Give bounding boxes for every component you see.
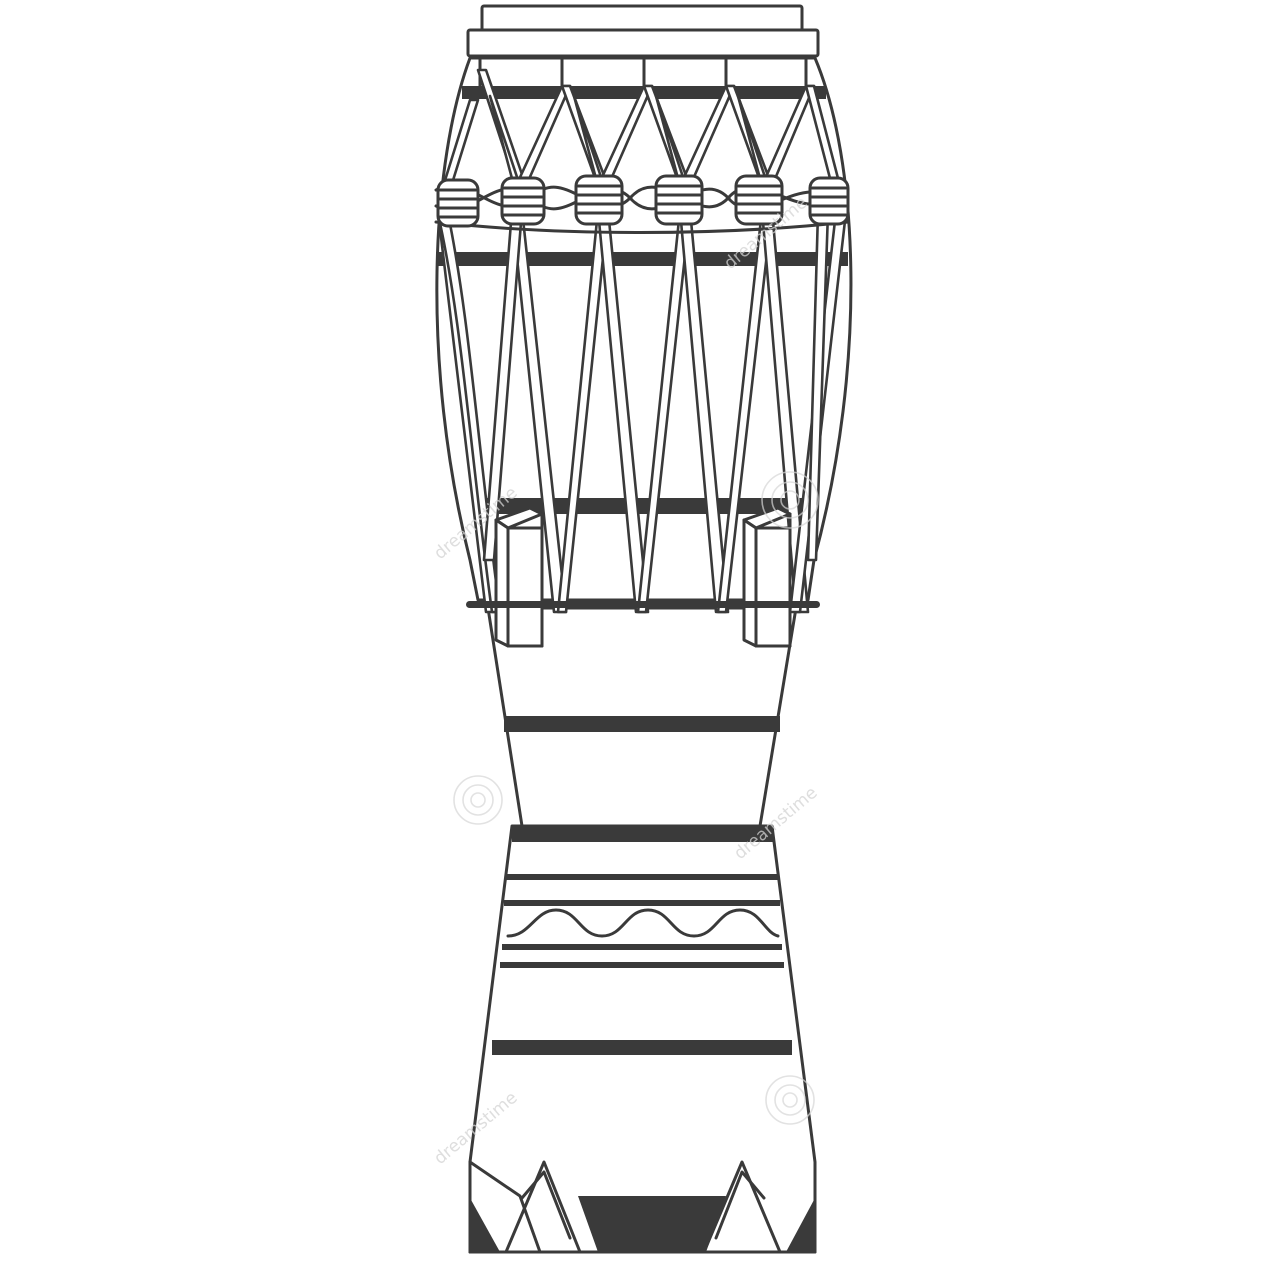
band-lower-barrel — [474, 498, 812, 514]
drum-shell — [435, 56, 853, 1254]
base-pattern — [468, 1160, 817, 1254]
wedge-right — [742, 506, 792, 648]
rope-knots — [436, 174, 850, 228]
band-neck-2 — [512, 826, 774, 842]
base-dark-center — [578, 1196, 726, 1252]
twisted-rope-ring — [434, 174, 850, 234]
wave-pattern — [506, 908, 780, 938]
drum-rim — [466, 28, 820, 58]
band-neck-1 — [504, 716, 780, 732]
band-base-2 — [504, 900, 780, 906]
tension-bar — [466, 601, 820, 608]
band-base-3 — [502, 944, 782, 950]
wedge-left — [494, 506, 544, 648]
band-mid-barrel — [436, 252, 848, 266]
lacing-long — [436, 208, 848, 614]
band-base-4 — [500, 962, 784, 968]
spiral-logo-icon-3 — [765, 1075, 815, 1125]
tuning-wedges — [494, 506, 792, 648]
band-base-1 — [506, 874, 778, 880]
spiral-logo-icon — [761, 471, 819, 529]
drum-base-outline — [468, 824, 817, 1254]
drum-head — [466, 4, 820, 88]
lacing-upper — [440, 68, 842, 192]
base-dark-left — [470, 1198, 500, 1252]
spiral-logo-icon-2 — [453, 775, 503, 825]
base-dark-right — [786, 1198, 815, 1252]
drum-skin-top — [480, 4, 804, 34]
band-base-5 — [492, 1040, 792, 1055]
